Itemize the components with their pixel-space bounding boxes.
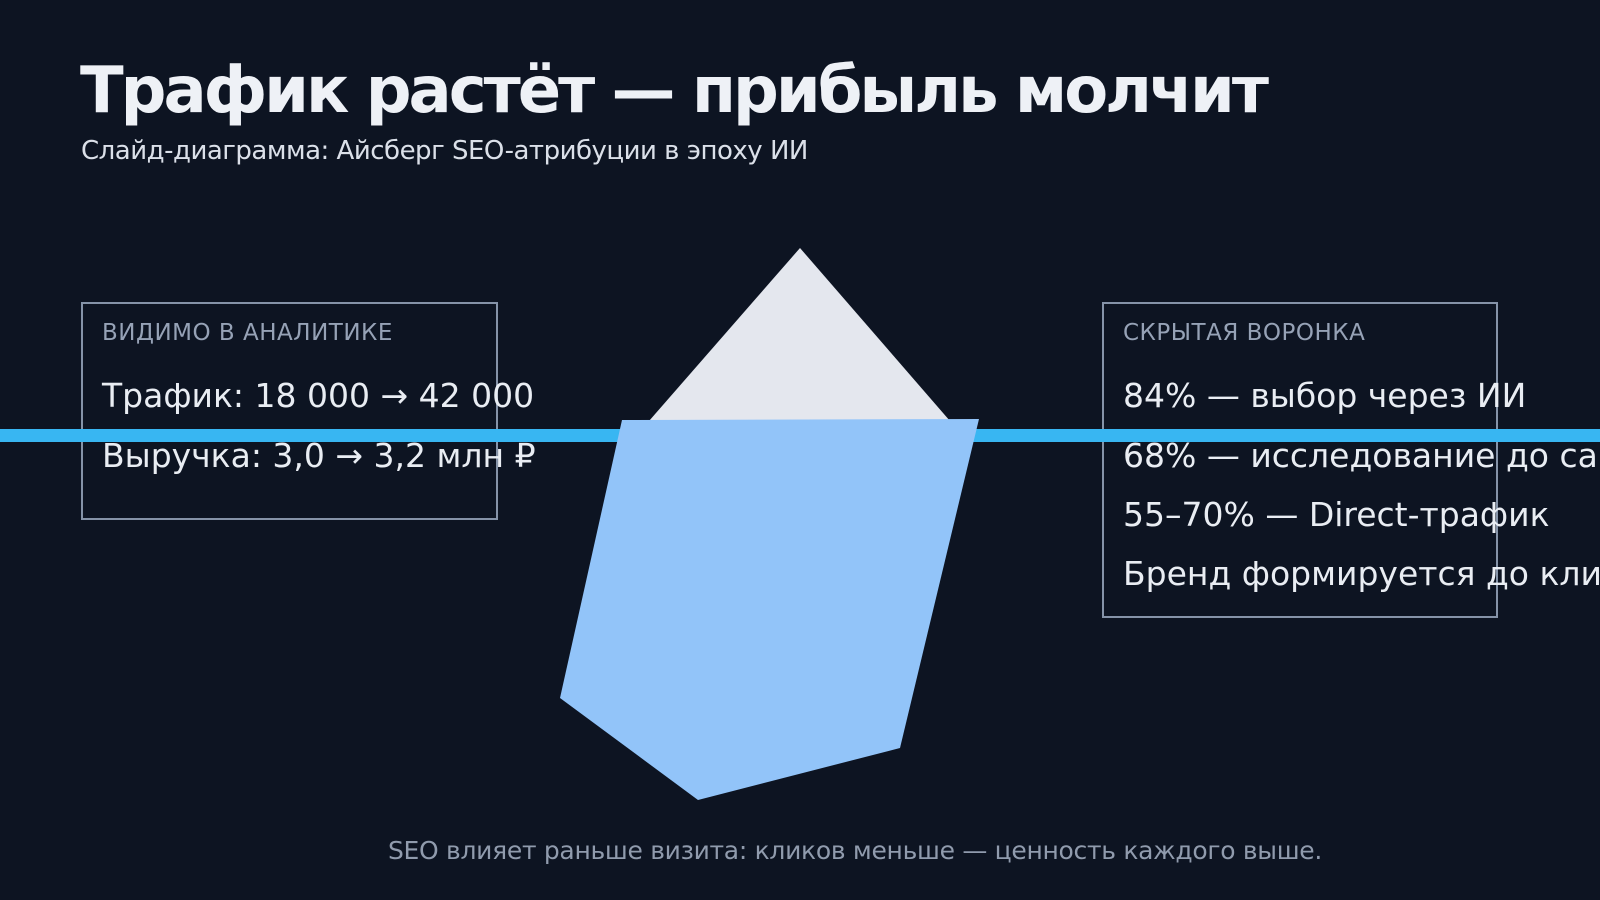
footer-caption: SEO влияет раньше визита: кликов меньше … bbox=[387, 836, 1323, 865]
analytics-visible-box-header: ВИДИМО В АНАЛИТИКЕ bbox=[102, 320, 393, 346]
direct-traffic-stat-line: 55–70% — Direct-трафик bbox=[1123, 495, 1550, 534]
waterline bbox=[0, 429, 1600, 442]
hidden-funnel-box-header: СКРЫТАЯ ВОРОНКА bbox=[1123, 320, 1366, 346]
brand-forming-stat-line: Бренд формируется до клика bbox=[1123, 554, 1600, 593]
hidden-funnel-box: СКРЫТАЯ ВОРОНКА 84% — выбор через ИИ 68%… bbox=[1102, 302, 1600, 618]
analytics-visible-box: ВИДИМО В АНАЛИТИКЕ Трафик: 18 000 → 42 0… bbox=[81, 302, 536, 520]
slide-title: Трафик растёт — прибыль молчит bbox=[80, 54, 1269, 128]
ai-choice-stat-line: 84% — выбор через ИИ bbox=[1123, 376, 1527, 415]
revenue-metric-line: Выручка: 3,0 → 3,2 млн ₽ bbox=[102, 436, 536, 475]
slide-subtitle: Слайд-диаграмма: Айсберг SEO-атрибуции в… bbox=[81, 136, 808, 166]
traffic-metric-line: Трафик: 18 000 → 42 000 bbox=[102, 376, 535, 415]
iceberg-tip-shape bbox=[649, 248, 950, 421]
pre-site-research-stat-line: 68% — исследование до сайта bbox=[1123, 436, 1600, 475]
iceberg-underwater-shape bbox=[560, 419, 979, 800]
